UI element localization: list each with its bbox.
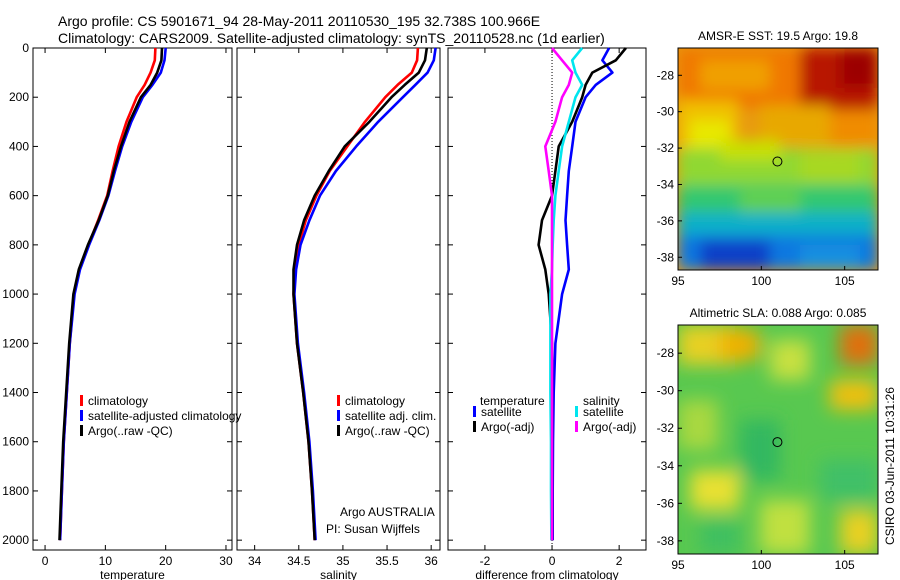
temperature-ytick-label: 1200 xyxy=(2,336,29,350)
salinity-series-argo-raw-qc- xyxy=(292,47,429,541)
temperature-legend-swatch xyxy=(80,410,83,421)
temperature-legend-label: climatology xyxy=(88,394,148,408)
salinity-frame xyxy=(236,47,441,551)
sst_map-ytick-label: -38 xyxy=(657,250,675,264)
temperature-ytick-label: 600 xyxy=(9,189,29,203)
salinity-legend-label: satellite adj. clim. xyxy=(345,409,436,423)
sst_map-ytick-label: -34 xyxy=(657,177,675,191)
difference-frame xyxy=(447,47,647,551)
sst-map-frame xyxy=(677,47,879,271)
sst_map-ytick-label: -30 xyxy=(657,105,675,119)
temperature-ytick-label: 2000 xyxy=(2,533,29,547)
pi-annotation: PI: Susan Wijffels xyxy=(326,522,420,536)
sst-map-title: AMSR-E SST: 19.5 Argo: 19.8 xyxy=(698,29,858,43)
temperature-ytick-label: 1600 xyxy=(2,435,29,449)
temperature-xtick-label: 30 xyxy=(219,554,233,568)
difference-temperature-legend-swatch xyxy=(473,421,476,432)
difference-temperature-legend-label: satellite xyxy=(481,405,522,419)
temperature-frame xyxy=(32,47,233,551)
sst-map-axes: 95 100 105 -28 -30 -32 -34 -36 -38 xyxy=(657,68,855,288)
sst_map-ytick-label: -28 xyxy=(657,68,675,82)
sla-map-axes: 95 100 105 -28 -30 -32 -34 -36 -38 xyxy=(657,346,855,572)
sst_map-xtick-label: 105 xyxy=(835,274,855,288)
difference-xtick-label: 0 xyxy=(549,554,556,568)
sla_map-ytick-label: -32 xyxy=(657,421,675,435)
temperature-legend-label: satellite-adjusted climatology xyxy=(88,409,241,423)
difference-legend-header-salinity: salinity xyxy=(583,394,620,408)
sla_map-ytick-label: -28 xyxy=(657,346,675,360)
sst_map-float-marker xyxy=(772,156,783,167)
figure-title-line2: Climatology: CARS2009. Satellite-adjuste… xyxy=(58,30,605,46)
temperature-legend-label: Argo(..raw -QC) xyxy=(88,424,173,438)
sla_map-xtick-label: 100 xyxy=(751,558,771,572)
sla-map-image xyxy=(678,325,878,554)
salinity-legend-label: climatology xyxy=(345,394,405,408)
difference-temperature-legend-label: Argo(-adj) xyxy=(481,420,534,434)
sla-map-frame xyxy=(677,324,879,555)
difference-xtick-label: 2 xyxy=(616,554,623,568)
salinity-xtick-label: 36 xyxy=(424,554,438,568)
salinity-xlabel: salinity xyxy=(320,568,357,580)
difference-series-temperature-satellite xyxy=(551,47,614,541)
sla-map-title: Altimetric SLA: 0.088 Argo: 0.085 xyxy=(690,306,867,320)
temperature-xtick-label: 20 xyxy=(159,554,173,568)
difference-salinity-legend-label: satellite xyxy=(583,405,624,419)
temperature-xtick-label: 10 xyxy=(99,554,113,568)
difference-legend-header-temperature: temperature xyxy=(480,394,545,408)
temperature-ytick-label: 1800 xyxy=(2,484,29,498)
temperature-legend-swatch xyxy=(80,425,83,436)
sst_map-ytick-label: -36 xyxy=(657,214,675,228)
difference-series-salinity-argo-adj- xyxy=(543,47,574,541)
csiro-timestamp: CSIRO 03-Jun-2011 10:31:26 xyxy=(883,387,897,545)
sla_map-float-marker xyxy=(772,437,783,448)
difference-salinity-legend-label: Argo(-adj) xyxy=(583,420,636,434)
salinity-xtick-label: 34.5 xyxy=(287,554,311,568)
salinity-legend-swatch xyxy=(337,425,340,436)
salinity-legend-label: Argo(..raw -QC) xyxy=(345,424,430,438)
difference-salinity-legend-swatch xyxy=(575,421,578,432)
temperature-ytick-label: 1400 xyxy=(2,386,29,400)
sst_map-xtick-label: 100 xyxy=(751,274,771,288)
difference-salinity-legend-swatch xyxy=(575,406,578,417)
sla_map-ytick-label: -36 xyxy=(657,496,675,510)
salinity-xtick-label: 34 xyxy=(248,554,262,568)
temperature-xtick-label: 0 xyxy=(42,554,49,568)
temperature-series-satellite-adjusted-climatology xyxy=(58,47,167,541)
temperature-ytick-label: 200 xyxy=(9,90,29,104)
sla_map-xtick-label: 95 xyxy=(671,558,685,572)
argo-australia-annotation: Argo AUSTRALIA xyxy=(340,505,435,519)
salinity-profile-panel: 34 34.5 35 35.5 36 salinity climatologysatelli… xyxy=(236,47,441,580)
sst_map-ytick-label: -32 xyxy=(657,141,675,155)
sla_map-xtick-label: 105 xyxy=(835,558,855,572)
salinity-legend-swatch xyxy=(337,410,340,421)
sla_map-ytick-label: -38 xyxy=(657,534,675,548)
figure-title-line1: Argo profile: CS 5901671_94 28-May-2011 … xyxy=(58,13,540,29)
sla_map-ytick-label: -30 xyxy=(657,384,675,398)
difference-xtick-label: -2 xyxy=(480,554,491,568)
temperature-series-argo-raw-qc- xyxy=(58,47,164,541)
temperature-ytick-label: 1000 xyxy=(2,287,29,301)
salinity-xtick-label: 35.5 xyxy=(375,554,399,568)
difference-temperature-legend-swatch xyxy=(473,406,476,417)
sla_map-ytick-label: -34 xyxy=(657,459,675,473)
difference-series-salinity-satellite xyxy=(549,47,584,541)
temperature-ytick-label: 0 xyxy=(22,41,29,55)
sst-map-image xyxy=(678,48,878,270)
sst_map-xtick-label: 95 xyxy=(671,274,685,288)
salinity-legend-swatch xyxy=(337,395,340,406)
temperature-xlabel: temperature xyxy=(100,568,165,580)
temperature-ytick-label: 400 xyxy=(9,139,29,153)
temperature-ytick-label: 800 xyxy=(9,238,29,252)
salinity-xtick-label: 35 xyxy=(336,554,350,568)
temperature-legend-swatch xyxy=(80,395,83,406)
difference-xlabel: difference from climatology xyxy=(475,568,618,580)
temperature-profile-panel: 0 10 20 30 0 200 400 600 800 1000 1200 1400 1600 1800… xyxy=(2,41,241,580)
